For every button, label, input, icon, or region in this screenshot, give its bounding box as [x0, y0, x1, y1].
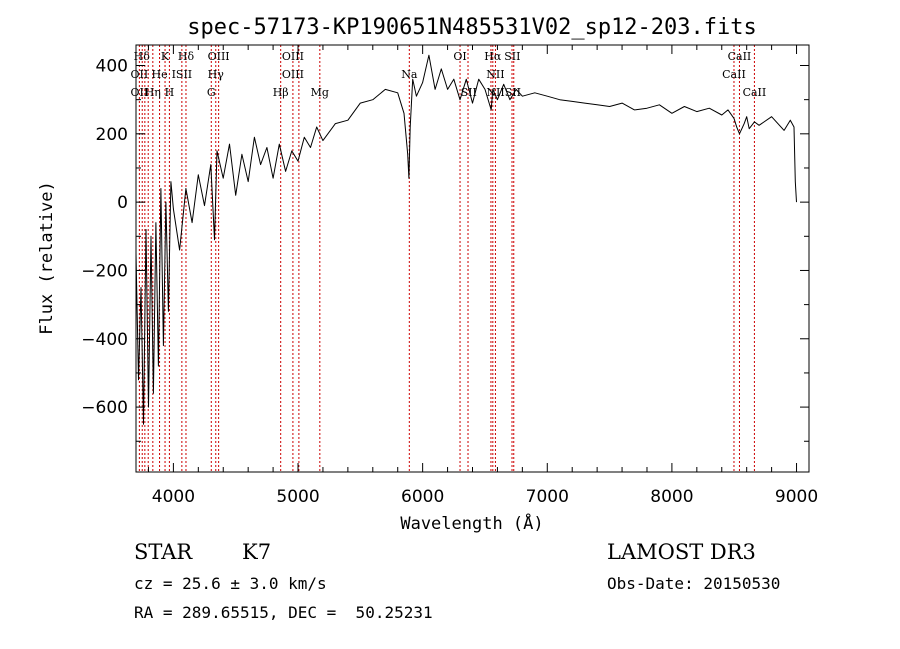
x-tick-label: 5000 — [276, 487, 319, 507]
x-tick-label: 4000 — [152, 487, 195, 507]
line-label: OIII — [282, 50, 304, 63]
line-label: NIISII — [486, 86, 521, 99]
line-label: OII — [131, 68, 149, 81]
y-axis-label: Flux (relative) — [37, 181, 57, 335]
line-label: Mg — [311, 86, 329, 99]
plot-frame — [135, 44, 810, 473]
y-tick-label: 200 — [96, 125, 128, 145]
chart-title: spec-57173-KP190651N485531V02_sp12-203.f… — [187, 15, 757, 40]
coordinates: RA = 289.65515, DEC = 50.25231 — [134, 603, 433, 622]
line-label: Hβ — [273, 86, 289, 99]
line-label: SII — [504, 50, 520, 63]
line-label: Na — [401, 68, 418, 81]
line-label: Hα — [484, 50, 502, 63]
x-tick-label: 8000 — [650, 487, 693, 507]
line-label: H — [165, 86, 175, 99]
line-label: Hδ — [178, 50, 195, 63]
x-tick-label: 6000 — [401, 487, 444, 507]
line-label: OIII — [282, 68, 304, 81]
observation-date: Obs-Date: 20150530 — [607, 574, 781, 593]
spectrum-series — [135, 54, 797, 425]
y-tick-label: −600 — [81, 398, 128, 418]
line-label: Hγ — [208, 68, 225, 81]
line-label: NII — [486, 68, 504, 81]
line-label: SII — [461, 86, 477, 99]
line-markers — [138, 45, 755, 472]
line-label: Hη — [145, 86, 161, 99]
line-label: CaII — [728, 50, 752, 63]
line-label: ISII — [172, 68, 193, 81]
y-tick-label: −400 — [81, 330, 128, 350]
y-tick-label: −200 — [81, 261, 128, 281]
x-axis-label: Wavelength (Å) — [400, 512, 543, 534]
line-label: He — [152, 68, 168, 81]
line-label: OII — [131, 86, 149, 99]
line-label: G — [207, 86, 216, 99]
line-label: CaII — [743, 86, 767, 99]
axis-ticks: 4000 5000 6000 7000 8000 9000 −600 −400 −200 0 200… — [81, 45, 818, 507]
line-label: CaII — [722, 68, 746, 81]
line-label: OIII — [208, 50, 230, 63]
redshift-cz: cz = 25.6 ± 3.0 km/s — [134, 574, 327, 593]
object-class: STAR — [134, 540, 193, 564]
y-tick-label: 400 — [96, 56, 128, 76]
line-label: Hδ — [134, 50, 151, 63]
line-label: K — [161, 50, 170, 63]
line-label: OI — [453, 50, 466, 63]
survey-name: LAMOST DR3 — [607, 540, 756, 564]
object-subclass: K7 — [242, 540, 272, 564]
x-tick-label: 7000 — [526, 487, 569, 507]
x-tick-label: 9000 — [775, 487, 818, 507]
flux-line — [135, 54, 797, 425]
y-tick-label: 0 — [117, 193, 128, 213]
